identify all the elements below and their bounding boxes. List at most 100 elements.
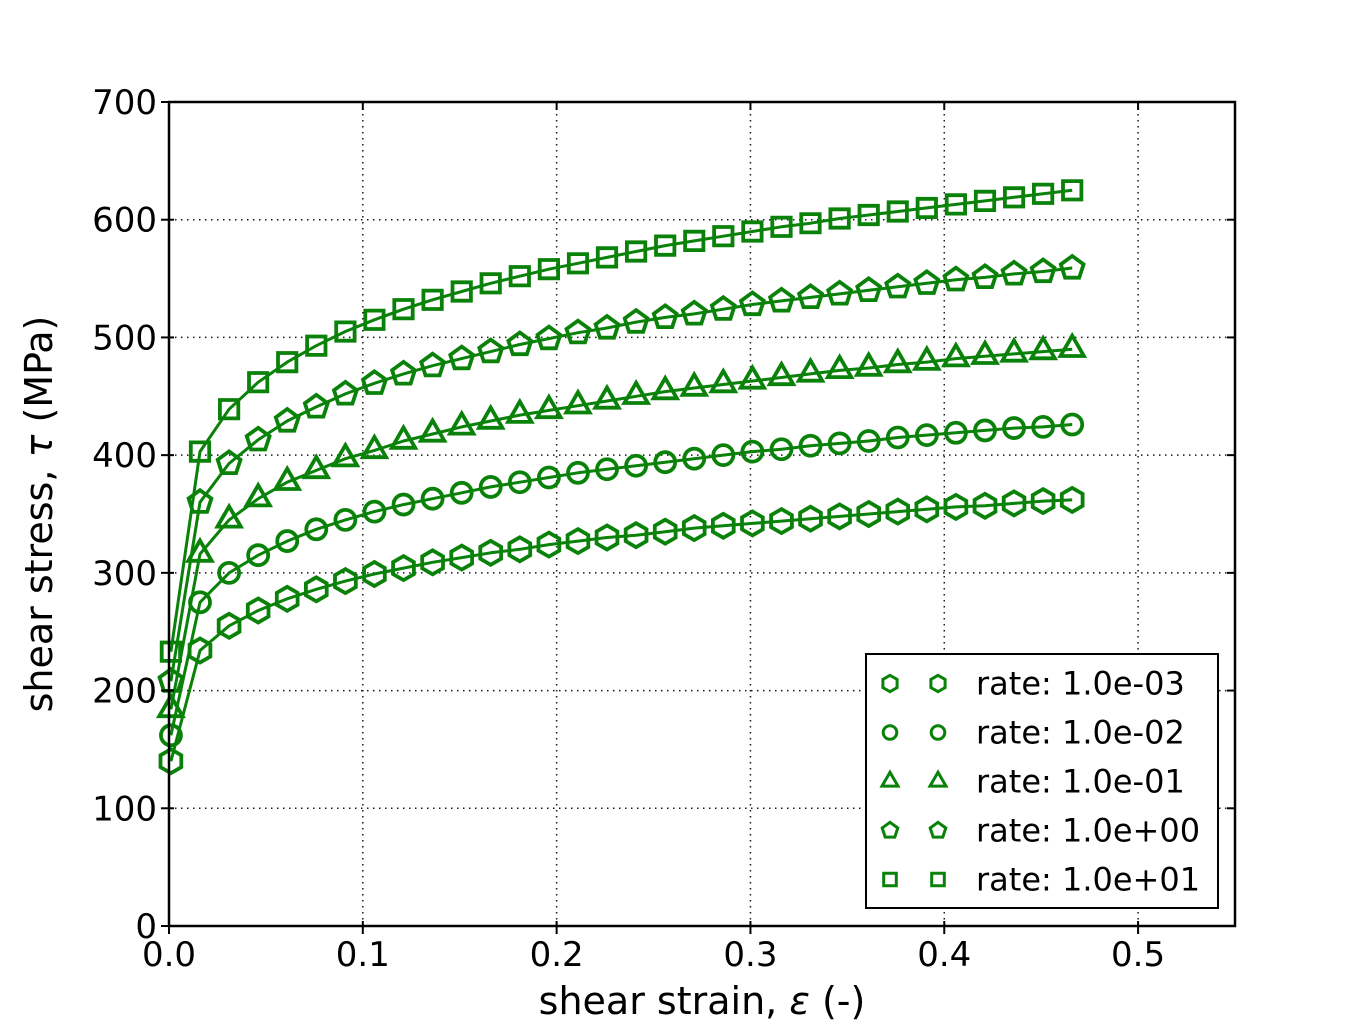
triangle-marker — [185, 536, 215, 563]
circle-marker — [973, 418, 997, 443]
square-marker — [1061, 179, 1084, 202]
pentagon-marker — [593, 313, 621, 340]
x-axis-label: shear strain, ε (-) — [539, 979, 866, 1023]
hexagon-marker — [885, 497, 910, 526]
x-tick-label-0.4: 0.4 — [917, 935, 971, 975]
pentagon-marker — [880, 820, 900, 839]
square-marker — [1003, 186, 1026, 209]
circle-marker — [914, 423, 939, 448]
hexagon-marker — [1030, 486, 1056, 516]
hexagon-marker — [158, 747, 184, 776]
square-marker — [276, 351, 299, 374]
x-tick-label-0.1: 0.1 — [336, 935, 390, 975]
circle-marker — [449, 480, 474, 505]
hexagon-marker — [536, 530, 562, 559]
triangle-marker — [330, 441, 361, 468]
hexagon-marker — [652, 517, 678, 546]
legend-label-4: rate: 1.0e+01 — [976, 861, 1200, 899]
series-line — [169, 423, 1073, 736]
pentagon-marker — [884, 272, 912, 299]
pentagon-marker — [564, 318, 592, 345]
triangle-marker — [940, 341, 971, 368]
circle-marker — [624, 453, 649, 478]
square-marker — [508, 265, 531, 288]
hexagon-marker — [682, 513, 707, 543]
series-line — [169, 188, 1073, 652]
hexagon-marker — [740, 509, 765, 538]
circle-marker — [507, 470, 532, 495]
square-marker — [828, 207, 851, 230]
square-marker — [857, 203, 880, 227]
y-tick-label-600: 600 — [92, 201, 157, 241]
square-marker — [1032, 182, 1055, 205]
legend-item-0: rate: 1.0e-03 — [881, 665, 1185, 703]
circle-marker — [275, 529, 300, 553]
triangle-marker — [679, 370, 710, 397]
hexagon-marker — [827, 502, 852, 531]
legend-item-1: rate: 1.0e-02 — [881, 714, 1185, 752]
hexagon-marker — [303, 575, 329, 604]
square-marker — [334, 320, 357, 343]
hexagon-marker — [929, 673, 947, 694]
square-marker — [188, 440, 212, 463]
hexagon-marker — [1001, 489, 1027, 518]
pentagon-marker — [680, 299, 708, 326]
triangle-marker — [359, 433, 390, 460]
square-marker — [450, 280, 473, 303]
square-marker — [363, 308, 386, 331]
triangle-marker — [533, 393, 564, 420]
circle-marker — [711, 443, 736, 468]
square-marker — [770, 215, 793, 238]
circle-marker — [1060, 412, 1085, 437]
hexagon-marker — [216, 611, 242, 640]
triangle-marker — [879, 769, 901, 788]
pentagon-marker — [389, 359, 418, 386]
y-tick-label-700: 700 — [92, 83, 157, 123]
plot-frame — [167, 100, 1237, 928]
circle-marker — [827, 431, 852, 456]
hexagon-marker — [478, 538, 504, 567]
pentagon-marker — [913, 268, 941, 295]
legend-label-1: rate: 1.0e-02 — [976, 714, 1185, 752]
pentagon-marker — [971, 263, 999, 290]
square-marker — [973, 189, 997, 213]
y-tick-label-400: 400 — [92, 436, 157, 476]
hexagon-marker — [333, 566, 358, 596]
series-line — [169, 498, 1073, 762]
square-marker — [479, 272, 502, 295]
triangle-marker — [475, 403, 506, 430]
circle-marker — [246, 543, 271, 568]
triangle-marker — [243, 481, 274, 508]
y-tick-label-0: 0 — [135, 907, 157, 947]
legend-label-0: rate: 1.0e-03 — [976, 665, 1185, 703]
pentagon-marker — [360, 368, 389, 395]
circle-marker — [478, 475, 503, 499]
triangle-marker — [272, 464, 303, 491]
triangle-marker — [214, 502, 245, 529]
circle-marker — [391, 492, 416, 517]
circle-marker — [566, 460, 590, 485]
square-marker — [930, 871, 946, 888]
triangle-marker — [446, 409, 477, 436]
pentagon-marker — [331, 379, 360, 406]
triangle-marker — [795, 356, 826, 383]
legend-item-2: rate: 1.0e-01 — [879, 763, 1185, 801]
circle-marker — [536, 465, 561, 490]
square-marker — [247, 371, 270, 394]
y-axis-label: shear stress, τ (MPa) — [17, 316, 61, 713]
y-tick-label-200: 200 — [92, 672, 157, 712]
square-marker — [392, 298, 415, 321]
hexagon-marker — [449, 543, 475, 572]
triangle-marker — [766, 360, 797, 387]
triangle-marker — [708, 367, 739, 394]
square-marker — [566, 252, 589, 275]
square-marker — [305, 334, 328, 357]
hexagon-marker — [798, 504, 823, 533]
circle-marker — [653, 450, 678, 475]
legend: rate: 1.0e-03 rate: 1.0e-02 rate: 1.0e-01 r… — [865, 653, 1219, 909]
triangle-marker — [388, 423, 419, 450]
pentagon-marker — [942, 265, 970, 292]
y-tick-label-300: 300 — [92, 554, 157, 594]
legend-label-2: rate: 1.0e-01 — [976, 763, 1185, 801]
